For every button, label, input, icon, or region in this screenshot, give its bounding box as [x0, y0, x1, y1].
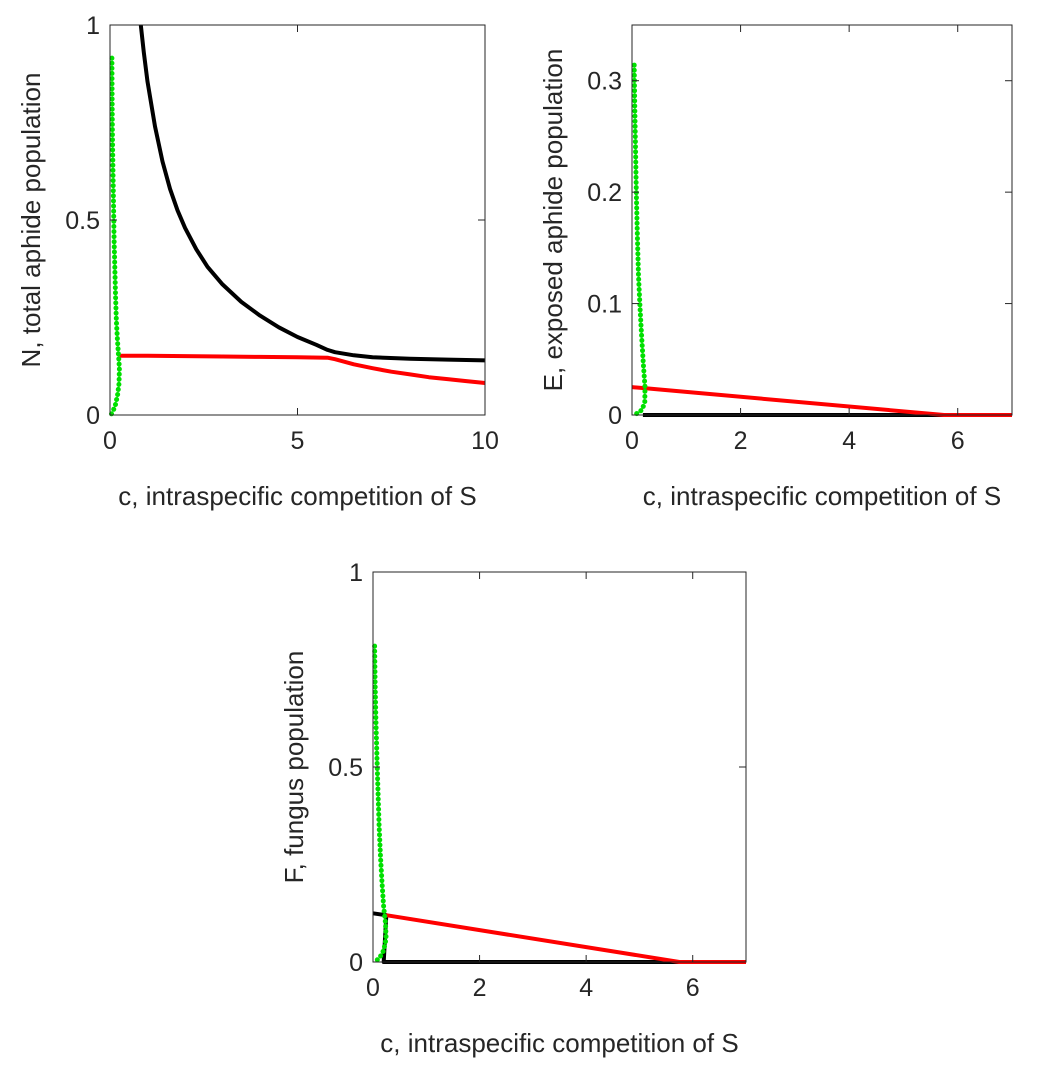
- x-tick-label: 4: [842, 427, 856, 455]
- x-tick-label: 4: [579, 974, 593, 1002]
- y-tick-label: 0: [608, 402, 622, 430]
- panel-fungus-population: 0 2 4 6 0 0.5 1 c, intraspecific competition of…: [279, 559, 747, 1058]
- series-line-2: [119, 353, 486, 385]
- x-tick-label: 0: [366, 974, 380, 1002]
- panel-exposed-aphide-population: 0 2 4 6 0 0.1 0.2 0.3 c, intraspecific competiti…: [538, 24, 1013, 511]
- y-tick-label: 0: [86, 402, 100, 430]
- series-line-3: [109, 55, 122, 417]
- axes-frame: [631, 24, 1013, 416]
- x-tick-label: 6: [951, 427, 965, 455]
- y-tick-label: 1: [349, 559, 363, 587]
- x-tick-label: 0: [625, 427, 639, 455]
- x-axis-label: c, intraspecific competition of S: [380, 1028, 738, 1058]
- y-tick-label: 0.3: [587, 68, 622, 96]
- x-tick-label: 10: [471, 427, 499, 455]
- x-axis-label: c, intraspecific competition of S: [118, 481, 476, 511]
- y-tick-label: 0.1: [587, 291, 622, 319]
- y-axis-label: E, exposed aphide population: [538, 49, 568, 392]
- series-line-1: [138, 24, 486, 363]
- panel-total-aphide-population: 0 5 10 0 0.5 1 c, intraspecific competition of…: [16, 12, 499, 511]
- series-line-2: [385, 913, 746, 964]
- axes-frame: [372, 571, 747, 963]
- x-tick-label: 2: [734, 427, 748, 455]
- x-tick-label: 6: [686, 974, 700, 1002]
- y-axis-label: F, fungus population: [279, 651, 309, 884]
- series-line-2: [631, 385, 1012, 417]
- x-axis-label: c, intraspecific competition of S: [643, 481, 1001, 511]
- series-line-3: [372, 643, 389, 964]
- y-tick-label: 0.5: [328, 754, 363, 782]
- y-tick-label: 0.2: [587, 179, 622, 207]
- x-tick-label: 0: [103, 427, 117, 455]
- y-axis-label: N, total aphide population: [16, 73, 46, 368]
- x-tick-label: 5: [291, 427, 305, 455]
- y-tick-label: 1: [86, 12, 100, 40]
- y-tick-label: 0: [349, 949, 363, 977]
- y-tick-label: 0.5: [65, 207, 100, 235]
- x-tick-label: 2: [473, 974, 487, 1002]
- series-line-3: [631, 62, 648, 417]
